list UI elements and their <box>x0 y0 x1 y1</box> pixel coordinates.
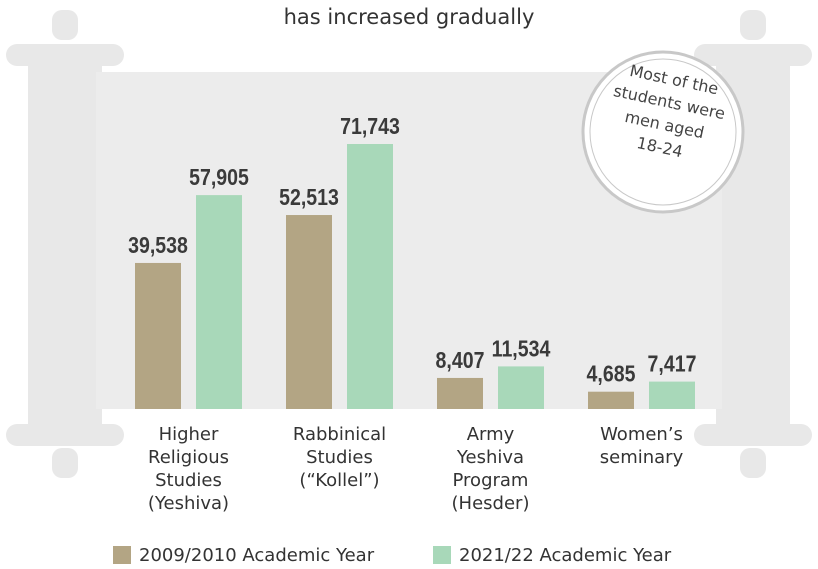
x-tick-label: Higher Religious Studies (Yeshiva) <box>147 424 230 514</box>
bar <box>196 195 242 409</box>
bar <box>135 262 181 409</box>
value-label: 4,685 <box>587 361 636 387</box>
value-label: 52,513 <box>279 185 339 211</box>
legend-label: 2009/2010 Academic Year <box>139 545 375 566</box>
bar <box>286 215 332 409</box>
chart-title: has increased gradually <box>284 5 535 29</box>
x-tick-label: Army Yeshiva Program (Hesder) <box>451 424 530 514</box>
bar <box>498 366 544 409</box>
bar <box>347 144 393 409</box>
x-tick-label: Rabbinical Studies (“Kollel”) <box>292 424 387 491</box>
x-tick-label: Women’s seminary <box>599 424 684 468</box>
value-label: 7,417 <box>648 351 697 377</box>
legend-swatch <box>433 546 451 564</box>
bar <box>437 377 483 409</box>
bar <box>588 391 634 409</box>
value-label: 8,407 <box>436 347 485 373</box>
value-label: 39,538 <box>128 232 188 258</box>
bar <box>649 381 695 409</box>
annotation-badge <box>581 50 745 214</box>
legend-label: 2021/22 Academic Year <box>459 545 672 566</box>
value-label: 11,534 <box>492 336 551 362</box>
value-label: 71,743 <box>340 114 400 140</box>
value-label: 57,905 <box>189 165 249 191</box>
legend-swatch <box>113 546 131 564</box>
